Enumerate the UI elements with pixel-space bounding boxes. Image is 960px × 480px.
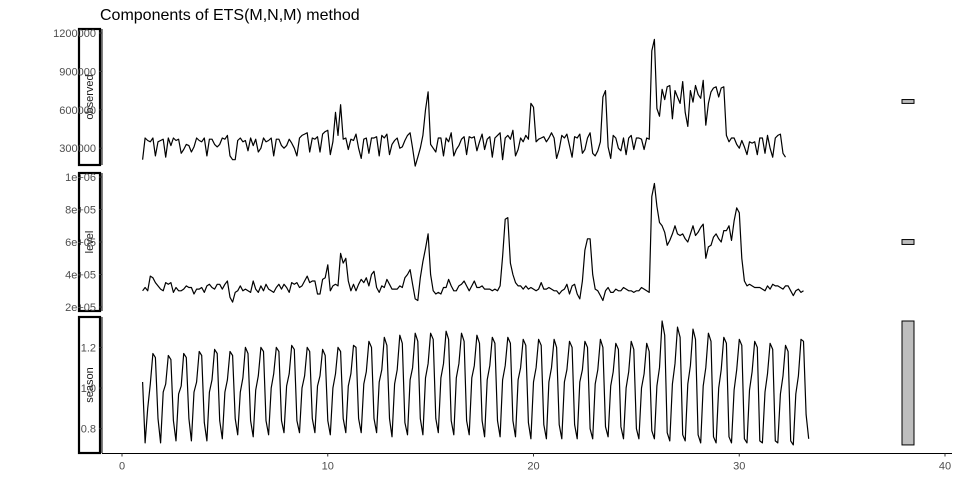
panel-observed: observed 300000 600000 900000 1200000 xyxy=(53,27,915,167)
series-line-observed xyxy=(142,38,787,167)
y-tick-label-season: 0.8 xyxy=(81,424,96,436)
series-line-season xyxy=(142,320,810,446)
y-tick-label-level: 4e+05 xyxy=(65,270,96,282)
strip-label-level: level xyxy=(84,231,96,254)
series-line-level xyxy=(142,182,804,303)
y-tick-label-season: 1.2 xyxy=(81,342,96,354)
chart-panels: observed 300000 600000 900000 1200000 level 2e… xyxy=(53,27,915,455)
x-tick-label: 30 xyxy=(733,461,745,473)
y-tick-label-observed: 1200000 xyxy=(53,28,96,40)
strip-label-season: season xyxy=(84,367,96,402)
chart-title: Components of ETS(M,N,M) method xyxy=(100,7,360,24)
y-tick-label-season: 1.0 xyxy=(81,383,96,395)
scale-bar-season xyxy=(901,320,915,446)
x-tick-label: 0 xyxy=(119,461,125,473)
y-tick-label-level: 6e+05 xyxy=(65,237,96,249)
y-tick-label-observed: 300000 xyxy=(59,143,96,155)
scale-bar-level xyxy=(901,239,915,245)
x-tick-label: 10 xyxy=(322,461,334,473)
x-tick-label: 20 xyxy=(527,461,539,473)
panel-level: level 2e+05 4e+05 6e+05 8e+05 1e+06 xyxy=(65,171,915,314)
y-tick-label-level: 8e+05 xyxy=(65,205,96,217)
scale-bar-observed xyxy=(901,99,915,104)
strip-box-season xyxy=(77,315,102,455)
y-tick-label-observed: 600000 xyxy=(59,105,96,117)
panel-season: season 0.8 1.0 1.2 xyxy=(77,315,915,455)
x-tick-label: 40 xyxy=(939,461,951,473)
y-tick-label-observed: 900000 xyxy=(59,66,96,78)
strip-label-observed: observed xyxy=(84,74,96,119)
y-tick-label-level: 1e+06 xyxy=(65,172,96,184)
y-tick-label-level: 2e+05 xyxy=(65,302,96,314)
strip-box-observed xyxy=(77,27,102,167)
x-axis: 0 10 20 30 40 xyxy=(102,453,952,473)
